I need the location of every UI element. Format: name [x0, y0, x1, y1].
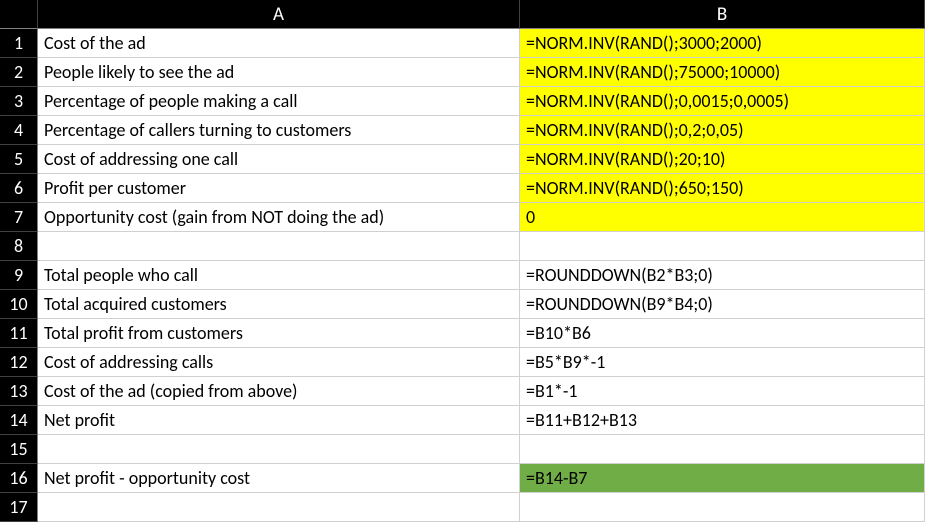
cell-a15[interactable]	[38, 435, 520, 464]
row-header[interactable]: 15	[0, 435, 38, 464]
cell-a11[interactable]: Total profit from customers	[38, 319, 520, 348]
cell-b2[interactable]: =NORM.INV(RAND();75000;10000)	[520, 58, 925, 87]
row-header[interactable]: 16	[0, 464, 38, 493]
row-header[interactable]: 7	[0, 203, 38, 232]
cell-b6[interactable]: =NORM.INV(RAND();650;150)	[520, 174, 925, 203]
row-header[interactable]: 8	[0, 232, 38, 261]
row-header[interactable]: 17	[0, 493, 38, 522]
row-header[interactable]: 4	[0, 116, 38, 145]
cell-a17[interactable]	[38, 493, 520, 522]
cell-b13[interactable]: =B1*-1	[520, 377, 925, 406]
cell-b11[interactable]: =B10*B6	[520, 319, 925, 348]
cell-b12[interactable]: =B5*B9*-1	[520, 348, 925, 377]
row-header[interactable]: 5	[0, 145, 38, 174]
cell-a4[interactable]: Percentage of callers turning to custome…	[38, 116, 520, 145]
cell-a10[interactable]: Total acquired customers	[38, 290, 520, 319]
cell-a9[interactable]: Total people who call	[38, 261, 520, 290]
cell-b5[interactable]: =NORM.INV(RAND();20;10)	[520, 145, 925, 174]
cell-b4[interactable]: =NORM.INV(RAND();0,2;0,05)	[520, 116, 925, 145]
cell-a13[interactable]: Cost of the ad (copied from above)	[38, 377, 520, 406]
cell-a6[interactable]: Profit per customer	[38, 174, 520, 203]
cell-b3[interactable]: =NORM.INV(RAND();0,0015;0,0005)	[520, 87, 925, 116]
row-header[interactable]: 9	[0, 261, 38, 290]
row-header[interactable]: 2	[0, 58, 38, 87]
row-header[interactable]: 12	[0, 348, 38, 377]
row-header[interactable]: 11	[0, 319, 38, 348]
cell-b10[interactable]: =ROUNDDOWN(B9*B4;0)	[520, 290, 925, 319]
cell-a5[interactable]: Cost of addressing one call	[38, 145, 520, 174]
cell-b7[interactable]: 0	[520, 203, 925, 232]
cell-a14[interactable]: Net profit	[38, 406, 520, 435]
cell-b1[interactable]: =NORM.INV(RAND();3000;2000)	[520, 29, 925, 58]
cell-b15[interactable]	[520, 435, 925, 464]
cell-b9[interactable]: =ROUNDDOWN(B2*B3;0)	[520, 261, 925, 290]
cell-b8[interactable]	[520, 232, 925, 261]
cell-b14[interactable]: =B11+B12+B13	[520, 406, 925, 435]
cell-a3[interactable]: Percentage of people making a call	[38, 87, 520, 116]
spreadsheet-grid[interactable]: A B 1 Cost of the ad =NORM.INV(RAND();30…	[0, 0, 925, 522]
row-header[interactable]: 14	[0, 406, 38, 435]
cell-b16[interactable]: =B14-B7	[520, 464, 925, 493]
cell-a8[interactable]	[38, 232, 520, 261]
cell-b17[interactable]	[520, 493, 925, 522]
row-header[interactable]: 10	[0, 290, 38, 319]
row-header[interactable]: 6	[0, 174, 38, 203]
column-header-b[interactable]: B	[520, 0, 925, 29]
cell-a12[interactable]: Cost of addressing calls	[38, 348, 520, 377]
column-header-a[interactable]: A	[38, 0, 520, 29]
cell-a16[interactable]: Net profit - opportunity cost	[38, 464, 520, 493]
cell-a7[interactable]: Opportunity cost (gain from NOT doing th…	[38, 203, 520, 232]
row-header[interactable]: 13	[0, 377, 38, 406]
select-all-corner[interactable]	[0, 0, 38, 29]
row-header[interactable]: 3	[0, 87, 38, 116]
row-header[interactable]: 1	[0, 29, 38, 58]
cell-a1[interactable]: Cost of the ad	[38, 29, 520, 58]
cell-a2[interactable]: People likely to see the ad	[38, 58, 520, 87]
